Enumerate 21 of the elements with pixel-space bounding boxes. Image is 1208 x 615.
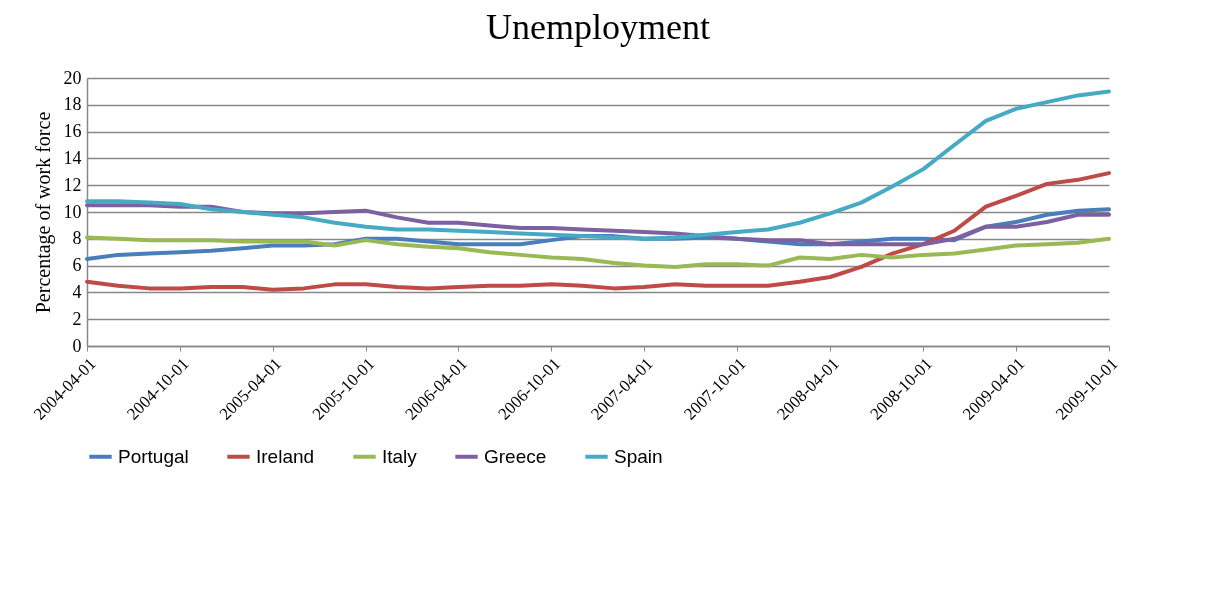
y-tick-label: 0 [72,335,82,356]
line-series [85,235,1111,269]
legend-label: Italy [382,445,418,467]
legend-label: Portugal [118,445,189,467]
y-tick-label: 4 [72,281,82,302]
y-tick-label: 18 [63,94,82,115]
line-series [85,89,1111,241]
chart-title: Unemployment [486,7,710,47]
line-series [85,171,1111,292]
legend-label: Greece [484,445,547,467]
y-tick-label: 14 [63,147,82,168]
y-tick-label: 8 [72,228,82,249]
y-tick-label: 10 [63,201,82,222]
y-tick-label: 12 [63,174,82,195]
y-tick-label: 2 [72,308,82,329]
y-axis-title: Percentage of work force [31,111,55,314]
y-tick-label: 16 [63,121,82,142]
y-tick-label: 6 [72,255,82,276]
legend-label: Ireland [256,445,315,467]
legend-label: Spain [614,445,663,467]
y-tick-label: 20 [63,67,82,88]
